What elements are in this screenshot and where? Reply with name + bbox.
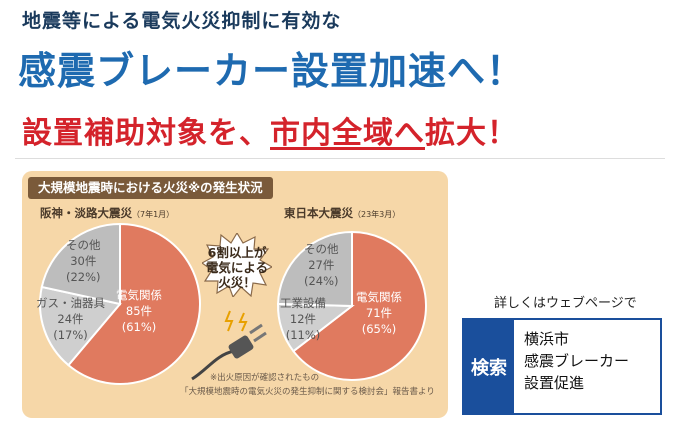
infographic-panel: 大規模地震時における火災※の発生状況 阪神・淡路大震災（7年1月） 東日本大震災… [22,171,448,418]
headline-subtitle: 地震等による電気火災抑制に有効な [22,10,342,32]
pie1-label-other-count: 30件 [70,254,97,268]
divider [15,158,665,159]
search-term: 横浜市 感震ブレーカー 設置促進 [524,330,630,392]
headline-main: 感震ブレーカー設置加速へ！ [18,49,526,93]
pie2-slice-other [277,230,353,308]
pie2-label-other: その他 27件 (24%) [304,241,339,289]
pie1-label-other: その他 30件 (22%) [66,237,101,285]
pie1-title-text: 阪神・淡路大震災 [40,206,132,220]
callout-text: 6割以上が 電気による 火災！ [205,245,269,290]
infographic-title: 大規模地震時における火災※の発生状況 [28,177,273,199]
headline-expansion: 設置補助対象を、市内全域へ拡大！ [22,108,518,152]
pie-charts [39,222,427,385]
pie1-title: 阪神・淡路大震災（7年1月） [40,205,174,221]
pie1-slice-other [40,222,121,306]
pie1-label-electric-name: 電気関係 [116,288,162,302]
pie1-label-electric-count: 85件 [125,304,153,318]
pie2-label-industrial-count: 12件 [289,312,317,326]
search-button[interactable]: 検索 [464,320,514,413]
pie2-label-industrial-name: 工業設備 [280,296,326,310]
footnote-note: ※出火原因が確認されたもの [210,373,320,383]
pie2-label-electric-pct: (65%) [361,322,397,336]
pie2-label-electric-count: 71件 [365,306,393,320]
pie1-label-electric: 電気関係 85件 (61%) [116,287,162,335]
pie1-label-gas: ガス・油器具 24件 (17%) [36,295,105,343]
callout-bubble [202,233,272,297]
pie1-slice-gas [39,285,122,367]
pie2-label-other-count: 27件 [308,258,335,272]
pie2-slice-electric [291,230,427,381]
headline-expansion-prefix: 設置補助対象を、 [22,116,270,151]
pie2-label-industrial-pct: (11%) [285,328,321,342]
pie2-title: 東日本大震災（23年3月） [284,205,400,221]
pie1-label-electric-pct: (61%) [121,320,157,334]
web-note: 詳しくはウェブページで [494,296,637,311]
pie2-label-industrial: 工業設備 12件 (11%) [280,295,326,343]
pie2-title-text: 東日本大震災 [284,206,353,220]
headline-expansion-highlight: 市内全域へ [270,116,425,151]
pie1-label-gas-pct: (17%) [53,328,88,342]
headline-expansion-suffix: 拡大！ [425,116,518,151]
plug-icon [191,310,267,381]
pie2-subtitle: （23年3月） [353,210,401,219]
pie2-label-electric-name: 電気関係 [356,290,402,304]
pie1-label-other-name: その他 [66,238,101,252]
pie2-label-other-name: その他 [304,242,339,256]
pie1-label-gas-name: ガス・油器具 [36,296,105,310]
pie2-label-other-pct: (24%) [304,274,339,288]
pie1-slice-electric [67,222,201,385]
pie1-label-gas-count: 24件 [57,312,84,326]
pie2-label-electric: 電気関係 71件 (65%) [356,289,402,337]
pie1-subtitle: （7年1月） [132,210,175,219]
footnote-source: 「大規模地震時の電気火災の発生抑制に関する検討会」報告書より [180,387,435,397]
pie1-label-other-pct: (22%) [66,270,101,284]
